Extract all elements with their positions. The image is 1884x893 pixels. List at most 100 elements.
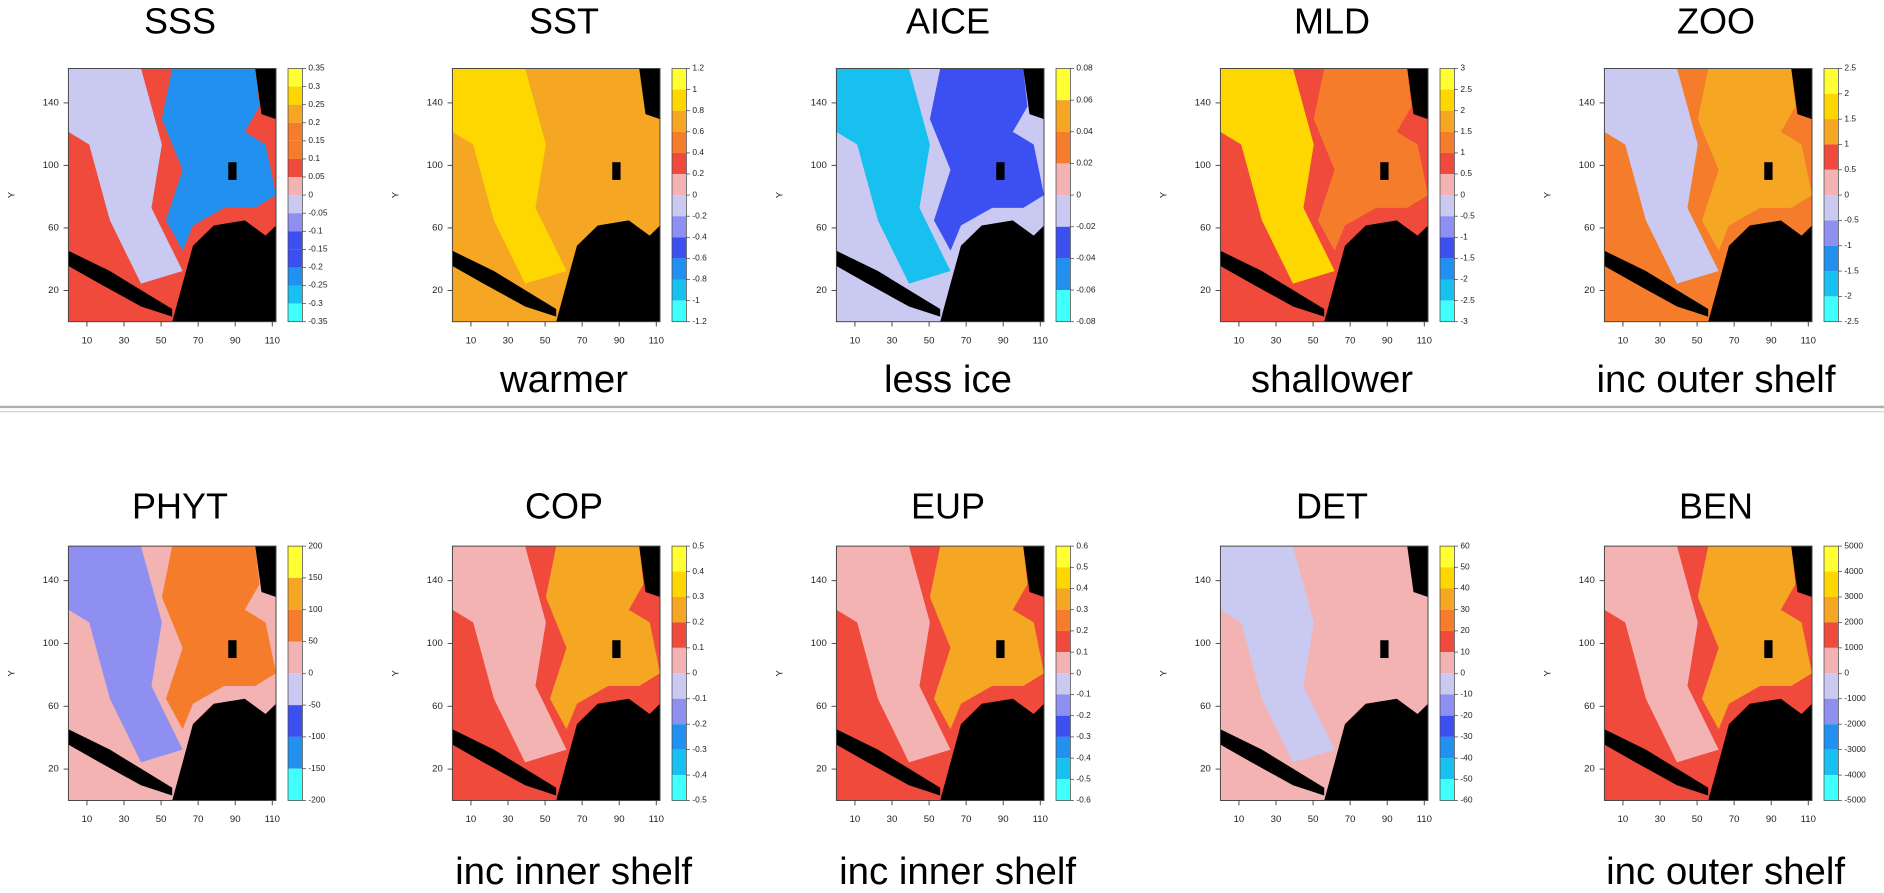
x-tick-label: 90 (614, 814, 625, 825)
y-tick-label: 20 (432, 285, 443, 296)
colorbar-label: 1 (1460, 147, 1465, 157)
map-region (545, 546, 660, 730)
colorbar-bin (1824, 144, 1839, 170)
plot-frame (1603, 68, 1813, 323)
colorbar-bin (288, 673, 303, 706)
colorbar-label: 50 (1460, 562, 1470, 572)
colorbar-label: 0.2 (1076, 625, 1088, 635)
x-tick-label: 50 (1692, 335, 1703, 346)
x-tick-label: 10 (1618, 335, 1629, 346)
y-tick-label: 20 (1200, 764, 1211, 775)
colorbar-label: -0.2 (308, 262, 323, 272)
colorbar-bin (1440, 89, 1455, 111)
colorbar-label: -30 (1460, 731, 1472, 741)
x-tick-label: 10 (850, 335, 861, 346)
plot-frame (1219, 68, 1429, 323)
colorbar-bin (672, 698, 687, 725)
colorbar-bin (1056, 609, 1071, 631)
x-tick-label: 70 (577, 335, 588, 346)
colorbar-bin (1440, 652, 1455, 674)
map-land (228, 162, 237, 180)
panel-caption: inc outer shelf (1596, 358, 1835, 401)
y-tick-label: 140 (811, 97, 827, 108)
colorbar-bin (1056, 715, 1071, 737)
colorbar-label: -1 (692, 295, 700, 305)
panel: PHYT 10 30 50 70 90 110 20 60 100 140 Y 200 150 100 50 0… (7, 485, 326, 825)
map-region (1220, 68, 1335, 284)
colorbar-bin (1824, 698, 1839, 725)
colorbar-label: 0.02 (1076, 158, 1093, 168)
colorbar-label: 0.08 (1076, 63, 1093, 73)
x-tick-label: 70 (1729, 814, 1740, 825)
colorbar-label: 2.5 (1844, 63, 1856, 73)
colorbar-bin (1824, 647, 1839, 674)
colorbar-label: -0.25 (308, 280, 327, 290)
y-tick-label: 20 (816, 764, 827, 775)
y-tick-label: 140 (811, 575, 827, 586)
colorbar-bin (288, 303, 303, 322)
map-land (1407, 546, 1428, 597)
colorbar-bin (1056, 652, 1071, 674)
map-land (1023, 546, 1044, 597)
map-land (255, 68, 276, 120)
plot-frame (67, 545, 277, 801)
colorbar-bin (1824, 622, 1839, 648)
y-tick-label: 100 (43, 638, 59, 649)
colorbar-bin (1824, 220, 1839, 246)
panel-title: SSS (144, 1, 216, 42)
colorbar-label: -0.1 (308, 225, 323, 235)
y-tick-label: 60 (48, 701, 59, 712)
y-tick-label: 100 (1195, 160, 1211, 171)
colorbar-label: 0 (308, 668, 313, 678)
map-land (1764, 162, 1773, 180)
y-tick-label: 60 (48, 222, 59, 233)
colorbar-label: 50 (308, 636, 318, 646)
colorbar-bin (1056, 567, 1071, 589)
colorbar-bin (1056, 736, 1071, 759)
colorbar-bin (288, 104, 303, 123)
colorbar-label: -1.5 (1460, 253, 1475, 263)
colorbar-label: 200 (308, 540, 322, 550)
x-tick-label: 110 (1801, 335, 1816, 346)
map-land (68, 250, 173, 317)
colorbar-label: -60 (1460, 795, 1472, 805)
colorbar-label: 0.5 (1076, 562, 1088, 572)
y-tick-label: 100 (427, 160, 443, 171)
x-tick-label: 110 (649, 335, 664, 346)
map-land (1220, 250, 1325, 317)
colorbar-bin (1824, 724, 1839, 750)
colorbar-label: -0.3 (308, 298, 323, 308)
colorbar-label: 0 (308, 189, 313, 199)
colorbar-label: -2 (1844, 291, 1852, 301)
colorbar-label: 0.5 (1460, 168, 1472, 178)
colorbar-bin (1440, 300, 1455, 322)
x-tick-label: 90 (230, 335, 241, 346)
colorbar-bin (1440, 673, 1455, 695)
colorbar-bin (288, 546, 303, 578)
y-tick-label: 100 (1579, 160, 1595, 171)
colorbar-bin (288, 267, 303, 286)
colorbar-bin (1824, 775, 1839, 801)
colorbar-bin (1440, 237, 1455, 259)
colorbar-bin (672, 258, 687, 280)
colorbar-bin (1824, 68, 1839, 94)
colorbar-label: -5000 (1844, 795, 1866, 805)
panel-title: SST (529, 1, 599, 42)
colorbar-label: -20 (1460, 710, 1472, 720)
colorbar-label: 60 (1460, 540, 1470, 550)
map-land (836, 729, 941, 796)
colorbar-label: 0.3 (308, 81, 320, 91)
map-land (1380, 162, 1389, 180)
x-tick-label: 90 (1766, 814, 1777, 825)
panel-title: AICE (906, 1, 990, 42)
panel: BEN inc outer shelf 10 30 50 70 90 110 20 60 100 14… (1543, 485, 1867, 892)
x-tick-label: 10 (850, 814, 861, 825)
panel-caption: less ice (884, 358, 1012, 401)
colorbar-bin (672, 68, 687, 90)
colorbar-label: -1.2 (692, 316, 707, 326)
colorbar-bin (1824, 271, 1839, 297)
colorbar-label: -10 (1460, 689, 1472, 699)
colorbar-bin (1056, 163, 1071, 196)
colorbar-label: 4000 (1844, 566, 1863, 576)
map-land (255, 546, 276, 597)
